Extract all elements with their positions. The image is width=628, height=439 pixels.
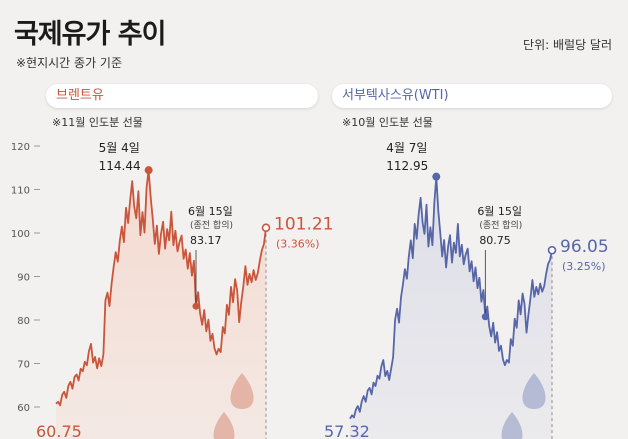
start-value-label: 57.32 bbox=[324, 422, 370, 439]
unit-label: 단위: 배럴당 달러 bbox=[523, 38, 612, 52]
peak-value-label: 114.44 bbox=[99, 159, 141, 173]
y-tick-label: 110 bbox=[11, 186, 30, 197]
page-title: 국제유가 추이 bbox=[14, 19, 166, 50]
mark-value-label: 80.75 bbox=[479, 234, 511, 247]
peak-marker bbox=[144, 166, 153, 175]
end-change-label: (3.36%) bbox=[276, 238, 320, 251]
y-tick-label: 100 bbox=[11, 229, 30, 240]
y-tick-label: 60 bbox=[17, 403, 30, 414]
brent-header-pill: 브렌트유 bbox=[46, 84, 318, 108]
end-value-label: 101.21 bbox=[274, 215, 333, 235]
y-tick-label: 90 bbox=[17, 273, 30, 284]
end-value-label: 96.05 bbox=[560, 237, 609, 257]
oil-drop-icon bbox=[522, 373, 546, 409]
page-subtitle: ※현지시간 종가 기준 bbox=[16, 56, 123, 70]
start-value-label: 60.75 bbox=[36, 422, 82, 439]
mark-date-label: 6월 15일 bbox=[188, 204, 233, 218]
peak-date-label: 4월 7일 bbox=[386, 141, 427, 155]
series-area bbox=[350, 176, 552, 439]
mark-value-label: 83.17 bbox=[190, 234, 222, 247]
mark-note-label: (종전 합의) bbox=[479, 220, 522, 231]
oil-drop-icon bbox=[501, 412, 523, 439]
y-tick-label: 120 bbox=[11, 142, 30, 153]
oil-drop-icon bbox=[213, 412, 235, 439]
y-tick-label: 80 bbox=[17, 316, 30, 327]
wti-header-pill: 서부텍사스유(WTI) bbox=[332, 84, 612, 108]
series-area bbox=[56, 170, 266, 439]
mark-note-label: (종전 합의) bbox=[190, 220, 233, 231]
oil-drop-icon bbox=[230, 373, 254, 409]
wti-note: ※10월 인도분 선물 bbox=[342, 116, 433, 129]
brent-note: ※11월 인도분 선물 bbox=[52, 116, 143, 129]
y-tick-label: 70 bbox=[17, 360, 30, 371]
series-line bbox=[55, 169, 267, 407]
peak-date-label: 5월 4일 bbox=[99, 141, 140, 155]
peak-marker bbox=[432, 172, 441, 181]
mark-marker bbox=[481, 313, 489, 321]
end-marker bbox=[261, 223, 271, 233]
mark-date-label: 6월 15일 bbox=[477, 204, 522, 218]
mark-marker bbox=[192, 302, 200, 310]
series-line bbox=[349, 175, 553, 420]
peak-value-label: 112.95 bbox=[386, 159, 428, 173]
end-change-label: (3.25%) bbox=[562, 260, 606, 273]
end-marker bbox=[547, 245, 557, 255]
